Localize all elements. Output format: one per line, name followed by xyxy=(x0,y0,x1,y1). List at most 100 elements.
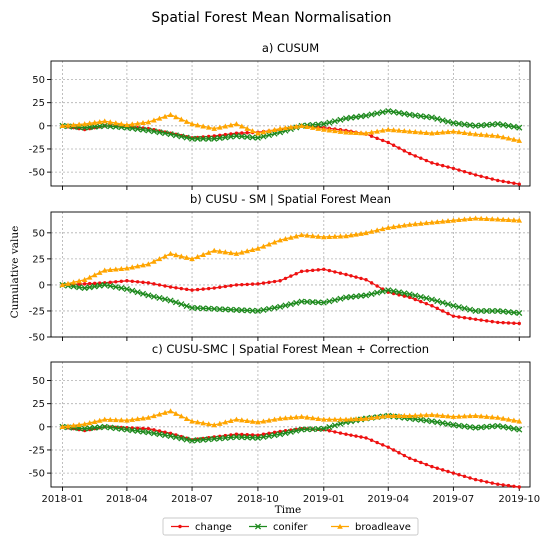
data-point-broadleave xyxy=(129,416,136,422)
data-point-broadleave xyxy=(162,253,168,259)
data-point-broadleave xyxy=(385,224,392,230)
data-point-broadleave xyxy=(379,413,386,419)
data-point-change xyxy=(440,163,445,168)
figure-title: Spatial Forest Mean Normalisation xyxy=(152,10,392,26)
data-point-broadleave xyxy=(467,130,473,136)
data-point-broadleave xyxy=(401,222,408,228)
data-point-conifer xyxy=(362,292,370,299)
data-point-conifer xyxy=(483,121,490,128)
y-tick-label: 50 xyxy=(32,228,45,239)
data-point-change xyxy=(344,432,348,436)
data-point-change xyxy=(408,456,412,460)
data-point-change xyxy=(435,162,439,166)
data-point-change xyxy=(223,284,228,289)
data-point-change xyxy=(82,282,87,286)
data-point-broadleave xyxy=(96,269,103,275)
data-point-change xyxy=(294,272,298,276)
data-point-change xyxy=(490,177,494,181)
data-point-change xyxy=(424,462,429,467)
data-point-broadleave xyxy=(59,282,66,288)
data-point-change xyxy=(512,484,516,489)
data-point-broadleave xyxy=(461,129,468,135)
data-point-conifer xyxy=(505,424,512,431)
data-point-conifer xyxy=(298,298,305,305)
data-point-conifer xyxy=(172,132,180,139)
data-point-broadleave xyxy=(298,413,305,419)
data-point-conifer xyxy=(277,303,284,310)
y-tick-label: 50 xyxy=(32,376,45,387)
data-point-change xyxy=(402,294,407,298)
data-point-broadleave xyxy=(450,217,457,223)
data-point-broadleave xyxy=(434,219,441,225)
data-point-conifer xyxy=(81,284,88,292)
data-point-broadleave xyxy=(200,251,206,257)
data-point-conifer xyxy=(439,117,446,124)
data-point-conifer xyxy=(76,284,83,291)
y-tick-label: -25 xyxy=(29,306,45,317)
data-point-conifer xyxy=(326,423,333,431)
data-point-conifer xyxy=(271,432,278,439)
data-point-broadleave xyxy=(309,124,316,130)
data-point-conifer xyxy=(161,130,169,137)
data-point-conifer xyxy=(379,109,386,116)
y-tick-label: -25 xyxy=(29,445,45,456)
data-point-broadleave xyxy=(266,128,272,134)
data-point-broadleave xyxy=(494,414,501,420)
data-point-change xyxy=(212,134,216,138)
y-tick-label: 25 xyxy=(32,254,45,265)
data-point-broadleave xyxy=(194,253,201,260)
data-point-broadleave xyxy=(145,119,152,125)
data-point-conifer xyxy=(461,423,468,430)
chart-panel-2: 50 25 0 -25 -50 b) CUSU - SM | Spatial Forest… xyxy=(29,192,531,344)
y-tick-label: -25 xyxy=(29,144,45,155)
data-point-conifer xyxy=(326,119,333,126)
data-point-conifer xyxy=(461,121,468,128)
data-point-broadleave xyxy=(326,233,333,239)
data-point-broadleave xyxy=(211,422,218,428)
data-point-conifer xyxy=(188,304,196,311)
data-point-change xyxy=(229,283,233,288)
data-point-broadleave xyxy=(266,417,272,423)
data-point-conifer xyxy=(91,424,98,431)
data-point-conifer xyxy=(298,426,305,433)
data-point-broadleave xyxy=(124,122,130,128)
data-point-conifer xyxy=(326,298,333,305)
data-point-broadleave xyxy=(194,419,201,425)
legend-item-broadleave: broadleave xyxy=(331,522,411,533)
data-point-change xyxy=(462,316,467,320)
data-point-broadleave xyxy=(178,116,185,122)
data-point-change xyxy=(240,131,244,135)
data-point-conifer xyxy=(494,422,501,429)
data-point-conifer xyxy=(271,304,278,311)
data-point-broadleave xyxy=(494,216,501,222)
data-point-change xyxy=(157,429,162,433)
data-point-broadleave xyxy=(445,218,451,224)
data-point-broadleave xyxy=(363,130,369,136)
data-point-change xyxy=(397,451,401,455)
data-point-change xyxy=(484,319,489,323)
data-point-broadleave xyxy=(439,129,446,135)
data-point-broadleave xyxy=(244,248,250,254)
data-point-broadleave xyxy=(511,136,517,142)
data-point-broadleave xyxy=(439,412,446,418)
data-point-broadleave xyxy=(222,249,229,255)
data-point-change xyxy=(501,483,505,487)
data-point-conifer xyxy=(510,425,517,432)
data-point-broadleave xyxy=(81,121,88,127)
data-point-broadleave xyxy=(390,224,397,230)
data-point-conifer xyxy=(472,424,479,431)
data-point-change xyxy=(152,282,156,286)
data-point-broadleave xyxy=(353,129,359,135)
data-point-change xyxy=(146,281,151,285)
data-point-conifer xyxy=(347,293,355,300)
data-point-broadleave xyxy=(189,256,195,262)
data-point-broadleave xyxy=(406,128,413,134)
data-point-broadleave xyxy=(401,412,408,418)
data-point-change xyxy=(369,438,374,442)
data-point-conifer xyxy=(401,110,408,117)
data-point-conifer xyxy=(423,113,430,120)
data-point-broadleave xyxy=(277,415,283,421)
legend-label: broadleave xyxy=(355,522,411,533)
series-broadleave xyxy=(59,408,523,430)
data-point-broadleave xyxy=(167,408,174,414)
